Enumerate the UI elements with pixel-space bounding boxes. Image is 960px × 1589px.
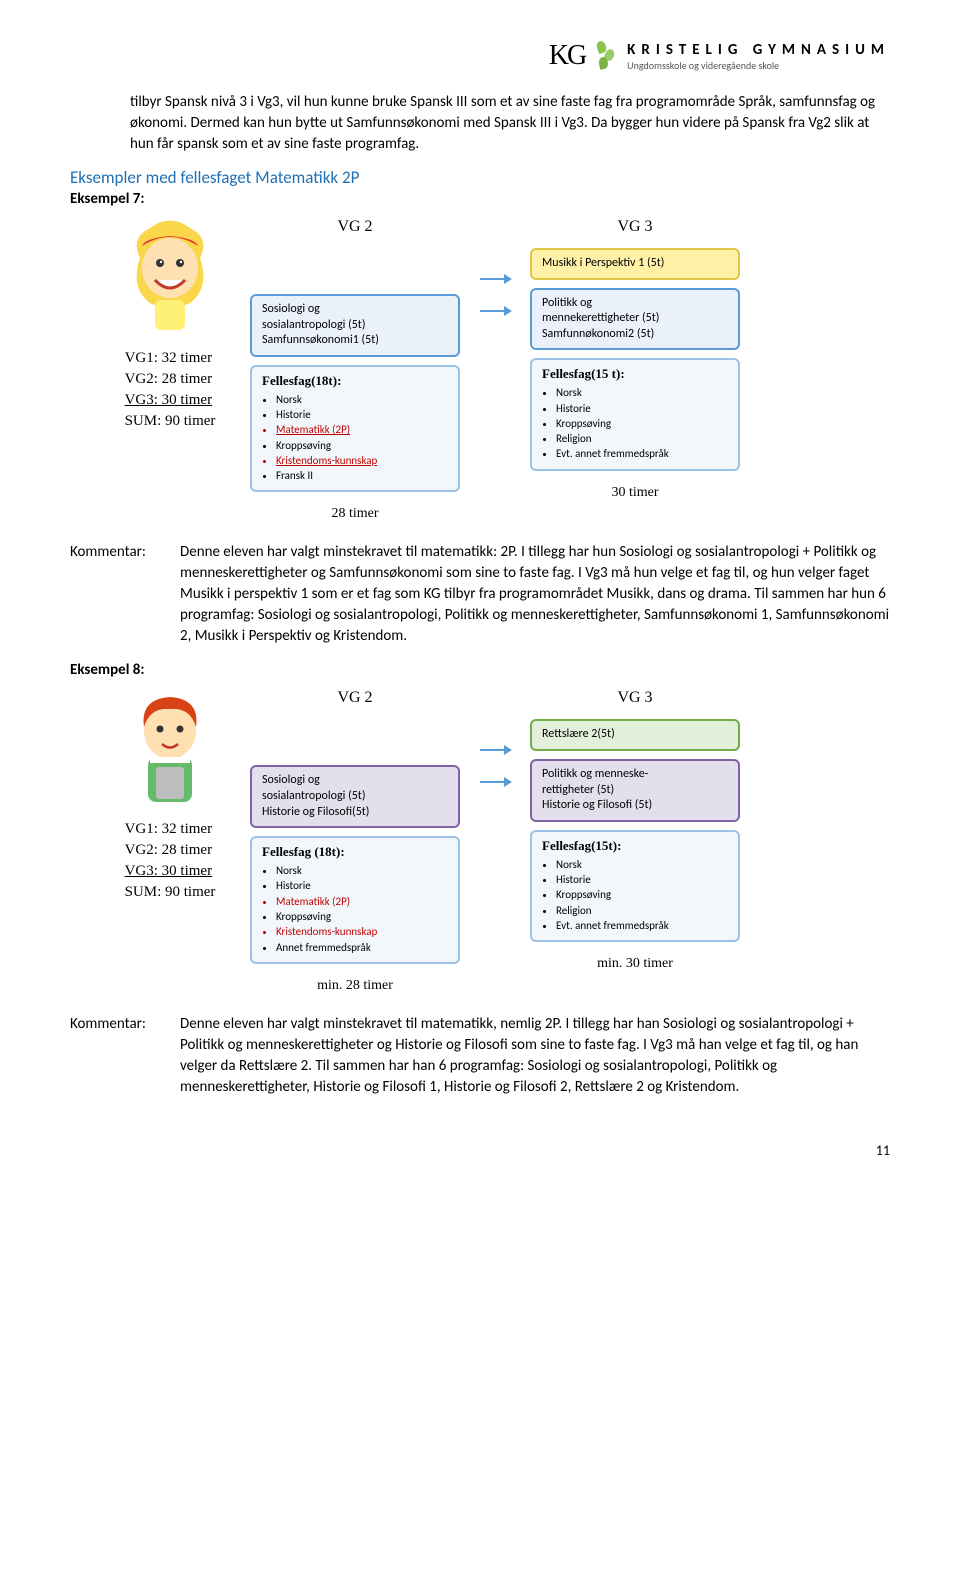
vg3-rettslaere-box: Rettslære 2(5t): [530, 719, 740, 751]
arrow-icon: [480, 781, 510, 783]
vg3-subjects-box: Politikk og mennekerettigheter (5t) Samf…: [530, 288, 740, 351]
vg2-head: VG 2: [250, 218, 460, 236]
arrows-8: [480, 689, 510, 783]
example8-label: Eksempel 8:: [70, 661, 890, 679]
vg3-column-8: VG 3 Rettslære 2(5t) Politikk og mennesk…: [530, 689, 740, 972]
kommentar-7: Kommentar: Denne eleven har valgt minste…: [70, 542, 890, 647]
vg3-head: VG 3: [530, 689, 740, 707]
arrows-7: [480, 218, 510, 312]
vg2-fellesfag-box: Fellesfag(18t): Norsk Historie Matematik…: [250, 365, 460, 493]
vg2-head: VG 2: [250, 689, 460, 707]
timer-vg2: VG2: 28 timer: [125, 840, 216, 861]
kommentar-text-7: Denne eleven har valgt minstekravet til …: [180, 542, 890, 647]
logo-title: KRISTELIG GYMNASIUM: [627, 41, 890, 59]
diagram-example8: VG1: 32 timer VG2: 28 timer VG3: 30 time…: [110, 689, 890, 993]
avatar-boy-icon: [120, 689, 220, 809]
vg2-subjects-box: Sosiologi og sosialantropologi (5t) Samf…: [250, 294, 460, 357]
diagram-example7: VG1: 32 timer VG2: 28 timer VG3: 30 time…: [110, 218, 890, 522]
vg3-fellesfag-box: Fellesfag(15 t): Norsk Historie Kroppsøv…: [530, 358, 740, 470]
logo-initials: KG: [549, 40, 585, 72]
kommentar-label: Kommentar:: [70, 1014, 170, 1098]
example7-label: Eksempel 7:: [70, 190, 890, 208]
logo-subtitle: Ungdomsskole og videregående skole: [627, 59, 890, 72]
timer-list-7: VG1: 32 timer VG2: 28 timer VG3: 30 time…: [125, 348, 216, 432]
vg2-timer-caption: min. 28 timer: [250, 978, 460, 994]
vg3-subjects-box: Politikk og menneske- rettigheter (5t) H…: [530, 759, 740, 822]
kommentar-label: Kommentar:: [70, 542, 170, 647]
kommentar-8: Kommentar: Denne eleven har valgt minste…: [70, 1014, 890, 1098]
timer-vg3: VG3: 30 timer: [125, 390, 216, 411]
arrow-icon: [480, 310, 510, 312]
vg2-column-7: VG 2 Sosiologi og sosialantropologi (5t)…: [250, 218, 460, 522]
vg3-fellesfag-box: Fellesfag(15t): Norsk Historie Kroppsøvi…: [530, 830, 740, 942]
timer-sum: SUM: 90 timer: [125, 411, 216, 432]
vg2-subjects-box: Sosiologi og sosialantropologi (5t) Hist…: [250, 765, 460, 828]
intro-paragraph: tilbyr Spansk nivå 3 i Vg3, vil hun kunn…: [130, 92, 890, 155]
timer-vg1: VG1: 32 timer: [125, 819, 216, 840]
vg3-column-7: VG 3 Musikk i Perspektiv 1 (5t) Politikk…: [530, 218, 740, 501]
vg3-music-box: Musikk i Perspektiv 1 (5t): [530, 248, 740, 280]
avatar-girl-icon: [120, 218, 220, 338]
vg3-timer-caption: 30 timer: [530, 485, 740, 501]
page-number: 11: [0, 1142, 960, 1179]
vg2-timer-caption: 28 timer: [250, 506, 460, 522]
vg3-timer-caption: min. 30 timer: [530, 956, 740, 972]
timer-list-8: VG1: 32 timer VG2: 28 timer VG3: 30 time…: [125, 819, 216, 903]
section-heading: Eksempler med fellesfaget Matematikk 2P: [70, 167, 890, 188]
timer-sum: SUM: 90 timer: [125, 882, 216, 903]
vg3-head: VG 3: [530, 218, 740, 236]
timer-vg3: VG3: 30 timer: [125, 861, 216, 882]
vg2-column-8: VG 2 Sosiologi og sosialantropologi (5t)…: [250, 689, 460, 993]
logo-leaves-icon: [595, 41, 617, 71]
vg2-fellesfag-box: Fellesfag (18t): Norsk Historie Matemati…: [250, 836, 460, 964]
kommentar-text-8: Denne eleven har valgt minstekravet til …: [180, 1014, 890, 1098]
timer-vg1: VG1: 32 timer: [125, 348, 216, 369]
arrow-icon: [480, 749, 510, 751]
timer-vg2: VG2: 28 timer: [125, 369, 216, 390]
header-logo: KG KRISTELIG GYMNASIUM Ungdomsskole og v…: [70, 40, 890, 72]
arrow-icon: [480, 278, 510, 280]
